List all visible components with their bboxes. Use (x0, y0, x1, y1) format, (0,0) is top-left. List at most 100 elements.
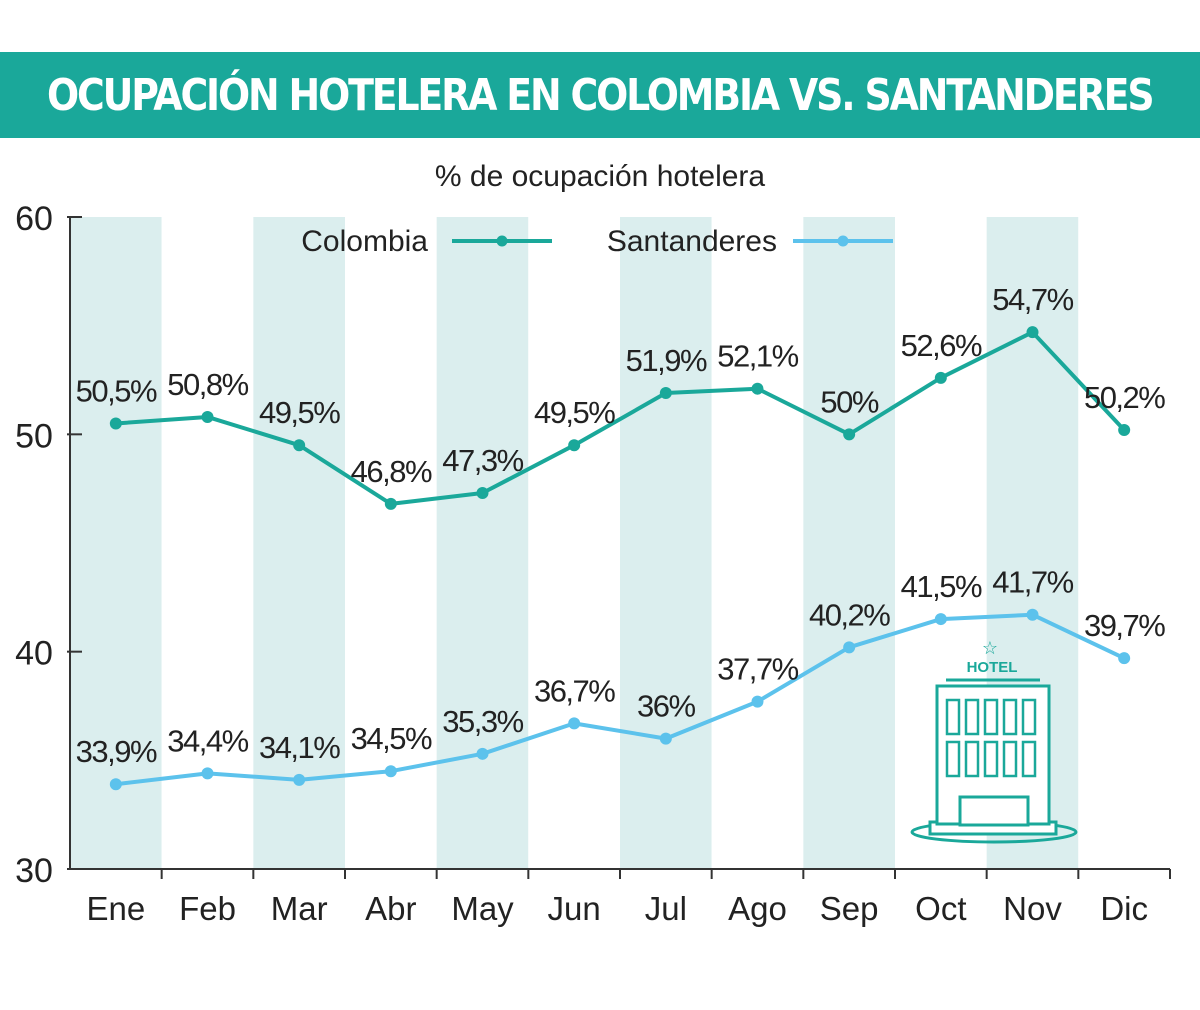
axes: 60 50 40 30 Ene Feb Mar Abr May Jun Jul Ago Sep Oct No… (15, 200, 1171, 927)
x-tick-label: May (451, 890, 514, 927)
icon-window (1002, 740, 1018, 778)
month-band (711, 217, 804, 869)
title-banner: OCUPACIÓN HOTELERA EN COLOMBIA VS. SANTA… (0, 52, 1200, 138)
y-tick-label: 30 (15, 852, 53, 890)
y-tick-label: 50 (15, 417, 53, 455)
month-band (436, 217, 529, 869)
icon-window (945, 740, 961, 778)
icon-window (964, 740, 980, 778)
legend: Colombia Santanderes (301, 225, 893, 258)
month-band (161, 217, 254, 869)
x-tick-label: Nov (1003, 890, 1062, 927)
data-point (659, 732, 672, 745)
icon-window (1002, 698, 1018, 736)
data-label: 41,7% (992, 565, 1073, 600)
x-tick-label: Sep (820, 890, 879, 927)
data-point (476, 487, 489, 500)
star-icon: ☆ (982, 638, 998, 658)
data-point (476, 747, 489, 760)
data-point (1118, 652, 1131, 665)
data-label: 40,2% (809, 597, 890, 632)
data-label: 35,3% (442, 704, 523, 739)
data-point (109, 417, 122, 430)
icon-door (958, 795, 1030, 827)
icon-window (964, 698, 980, 736)
data-point (201, 767, 214, 780)
data-point (1026, 608, 1039, 621)
legend-label: Colombia (301, 225, 428, 258)
data-label: 50,2% (1084, 380, 1165, 415)
series-layer: 50,5% 50,8% 49,5% 46,8% 47,3% 49,5% 51,9% 52,1%… (76, 282, 1167, 791)
data-label: 36% (637, 689, 695, 724)
x-tick-label: Mar (271, 890, 328, 927)
series-line-colombia (115, 330, 1126, 506)
month-band (345, 217, 437, 869)
data-label: 49,5% (259, 395, 340, 430)
data-point (934, 613, 947, 626)
icon-window (1021, 698, 1037, 736)
month-band (1078, 217, 1170, 869)
x-tick-label: Feb (179, 890, 236, 927)
legend-marker (837, 235, 849, 247)
data-point (843, 641, 856, 654)
data-point (751, 382, 764, 395)
icon-window (983, 740, 999, 778)
data-point (659, 387, 672, 400)
data-label: 34,1% (259, 730, 340, 765)
data-label: 34,4% (167, 723, 248, 758)
data-point (934, 371, 947, 384)
chart-subtitle: % de ocupación hotelera (435, 160, 766, 193)
x-tick-label: Jun (548, 890, 601, 927)
legend-label: Santanderes (607, 225, 777, 258)
x-tick-label: Ago (728, 890, 787, 927)
data-label: 34,5% (351, 721, 432, 756)
series-line-santanderes (115, 612, 1126, 787)
x-tick-label: Ene (86, 890, 145, 927)
data-point (109, 778, 122, 791)
data-label: 36,7% (534, 673, 615, 708)
month-band (253, 217, 345, 869)
data-label: 41,5% (901, 569, 982, 604)
data-label: 47,3% (442, 443, 523, 478)
data-label: 50% (820, 384, 878, 419)
data-point (568, 439, 581, 452)
legend-marker (496, 235, 508, 247)
icon-sign-text: HOTEL (967, 659, 1018, 676)
data-label: 51,9% (626, 343, 707, 378)
data-label: 37,7% (717, 652, 798, 687)
data-point (568, 717, 581, 730)
x-tick-label: Dic (1100, 890, 1148, 927)
y-tick-label: 40 (15, 635, 53, 673)
month-band (70, 217, 162, 869)
icon-window (945, 698, 961, 736)
data-label: 52,6% (901, 328, 982, 363)
data-label: 49,5% (534, 395, 615, 430)
chart-title: OCUPACIÓN HOTELERA EN COLOMBIA VS. SANTA… (47, 69, 1155, 121)
data-label: 46,8% (351, 454, 432, 489)
y-tick-label: 60 (15, 200, 53, 238)
data-point (751, 695, 764, 708)
data-point (384, 765, 397, 778)
data-label: 54,7% (992, 282, 1073, 317)
data-point (384, 497, 397, 510)
data-point (201, 410, 214, 423)
data-label: 39,7% (1084, 608, 1165, 643)
data-label: 50,5% (76, 373, 157, 408)
month-band (620, 217, 712, 869)
x-tick-label: Oct (915, 890, 966, 927)
month-band (803, 217, 895, 869)
data-label: 33,9% (76, 734, 157, 769)
hotel-building-icon: HOTEL☆ (910, 638, 1078, 844)
data-label: 52,1% (717, 339, 798, 374)
icon-window (983, 698, 999, 736)
data-label: 50,8% (167, 367, 248, 402)
data-point (293, 773, 306, 786)
x-tick-label: Abr (365, 890, 416, 927)
month-band (528, 217, 620, 869)
icon-window (1021, 740, 1037, 778)
data-point (1026, 326, 1039, 339)
data-point (293, 439, 306, 452)
data-point (1118, 423, 1131, 436)
x-tick-label: Jul (645, 890, 687, 927)
